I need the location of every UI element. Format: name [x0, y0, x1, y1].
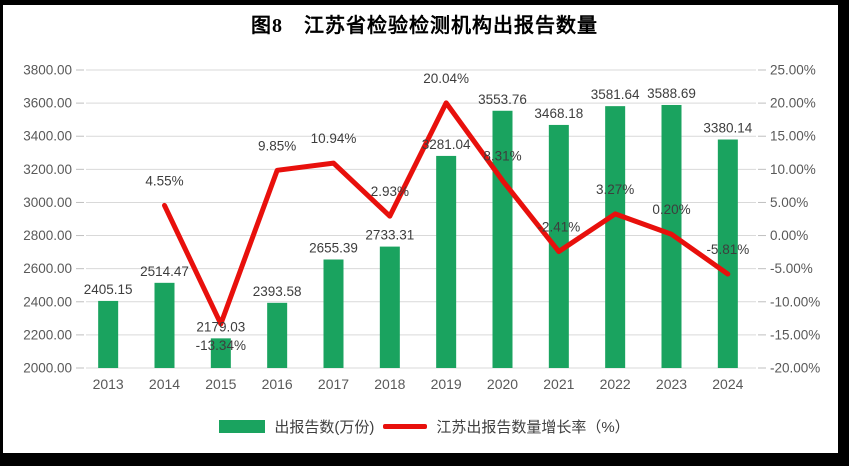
legend-bar-label: 出报告数(万份)	[274, 418, 375, 436]
year-label: 2013	[93, 376, 124, 392]
chart-title: 图8 江苏省检验检测机构出报告数量	[251, 15, 598, 37]
bar-2015	[210, 338, 231, 368]
right-axis-tick-label: 15.00%	[770, 129, 816, 144]
right-axis-tick-label: -5.00%	[770, 261, 813, 276]
right-axis-tick-label: -15.00%	[770, 327, 820, 342]
bar-value-label: 3468.18	[534, 106, 583, 121]
bar-2024	[717, 139, 738, 368]
right-axis-tick-label: 10.00%	[770, 162, 816, 177]
year-label: 2022	[600, 376, 631, 392]
bar-value-label: 2179.03	[196, 319, 245, 334]
left-axis-tick-label: 3000.00	[23, 195, 72, 210]
growth-point-label: -2.41%	[537, 220, 580, 235]
left-axis-tick-label: 2800.00	[23, 228, 72, 243]
legend-line-label: 江苏出报告数量增长率（%）	[436, 418, 630, 436]
left-axis-tick-label: 3800.00	[23, 63, 72, 78]
left-axis-tick-label: 2600.00	[23, 261, 72, 276]
year-label: 2014	[149, 376, 180, 392]
year-label: 2015	[205, 376, 236, 392]
bar-2016	[267, 302, 288, 368]
legend: 出报告数(万份) 江苏出报告数量增长率（%）	[0, 414, 849, 438]
right-axis-tick-label: -10.00%	[770, 294, 820, 309]
bar-value-label: 3380.14	[703, 121, 752, 136]
right-axis-tick-label: 0.00%	[770, 228, 808, 243]
year-label: 2024	[712, 376, 743, 392]
left-axis-tick-label: 2000.00	[23, 361, 72, 376]
year-label: 2019	[431, 376, 462, 392]
bar-value-label: 2514.47	[140, 264, 189, 279]
growth-point-label: -5.81%	[706, 242, 749, 257]
growth-point-label: 0.20%	[652, 202, 690, 217]
growth-point-label: 8.31%	[483, 149, 521, 164]
right-axis-tick-label: -20.00%	[770, 361, 820, 376]
bar-value-label: 2405.15	[84, 282, 133, 297]
bar-2022	[605, 106, 626, 369]
bar-value-label: 2393.58	[253, 284, 302, 299]
bar-value-label: 2655.39	[309, 240, 358, 255]
bar-2021	[548, 124, 569, 368]
bar-value-label: 3553.76	[478, 92, 527, 107]
bar-value-label: 3281.04	[422, 137, 471, 152]
year-label: 2017	[318, 376, 349, 392]
bar-value-label: 3588.69	[647, 86, 696, 101]
year-label: 2021	[543, 376, 574, 392]
growth-point-label: 9.85%	[258, 138, 296, 153]
left-axis-tick-label: 3600.00	[23, 96, 72, 111]
year-label: 2023	[656, 376, 687, 392]
bar-2013	[98, 300, 119, 368]
bar-2014	[154, 282, 175, 368]
bar-2017	[323, 259, 344, 368]
left-axis-tick-label: 3400.00	[23, 129, 72, 144]
bar-value-label: 2733.31	[365, 228, 414, 243]
left-axis-tick-label: 3200.00	[23, 162, 72, 177]
growth-point-label: 20.04%	[423, 71, 469, 86]
growth-point-label: -13.34%	[196, 338, 246, 353]
year-label: 2020	[487, 376, 518, 392]
bar-value-label: 3581.64	[591, 87, 640, 102]
growth-point-label: 2.93%	[371, 184, 409, 199]
right-axis-tick-label: 20.00%	[770, 96, 816, 111]
growth-point-label: 10.94%	[311, 131, 357, 146]
growth-line	[162, 100, 731, 327]
bar-2018	[379, 246, 400, 368]
chart-surface	[3, 5, 838, 453]
left-axis-tick-label: 2400.00	[23, 294, 72, 309]
left-axis-tick-label: 2200.00	[23, 327, 72, 342]
growth-point-label: 4.55%	[145, 173, 183, 188]
right-axis-tick-label: 5.00%	[770, 195, 808, 210]
year-label: 2016	[262, 376, 293, 392]
growth-point-label: 3.27%	[596, 182, 634, 197]
legend-bar-swatch	[219, 419, 266, 433]
bar-2019	[436, 155, 457, 368]
legend-line-swatch	[383, 423, 428, 429]
right-axis-tick-label: 25.00%	[770, 63, 816, 78]
year-label: 2018	[374, 376, 405, 392]
